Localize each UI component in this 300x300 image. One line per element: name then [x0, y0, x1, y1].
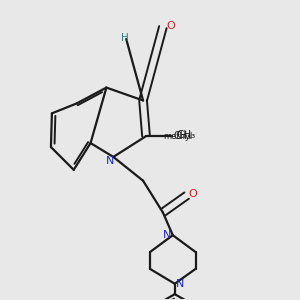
Text: N: N	[163, 230, 172, 240]
Text: H: H	[121, 33, 129, 43]
Text: CH₃: CH₃	[173, 131, 191, 141]
Text: O: O	[188, 189, 197, 199]
Text: CH₃: CH₃	[176, 130, 196, 140]
Text: O: O	[166, 21, 175, 31]
Text: methyl: methyl	[163, 132, 192, 141]
Text: N: N	[106, 155, 114, 166]
Text: N: N	[176, 279, 184, 289]
